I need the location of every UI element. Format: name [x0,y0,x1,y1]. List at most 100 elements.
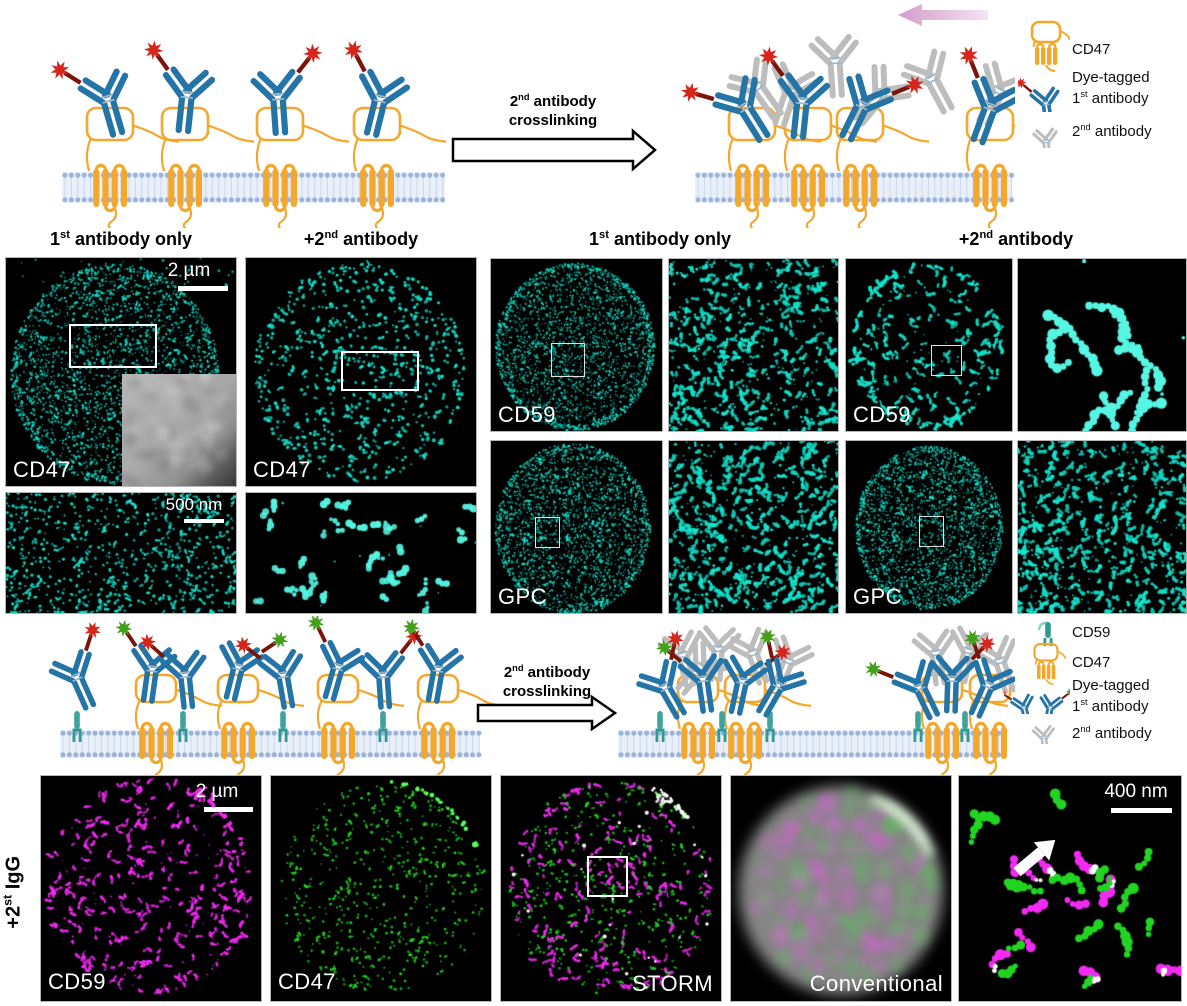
cd47-icon [1033,642,1067,685]
storm-merge-canvas [501,776,721,1001]
cd47-1st-zoom-canvas [6,493,236,613]
storm-image-gpc-2nd: GPC [845,440,1013,614]
dye-star-icon [234,636,252,654]
first-antibody-icon [929,635,996,714]
first-antibody-icon [756,628,807,718]
gpc-1st-canvas [491,441,662,613]
first-antibody-icon [636,630,687,720]
membrane-icon [60,730,482,758]
panel-label-cd59: CD59 [48,969,106,994]
first-antibody-icon [50,60,129,138]
cd47-protein-icon [160,106,255,228]
dye-star-icon [84,622,101,639]
cd47-2nd-canvas [246,258,476,486]
roi-box [341,351,419,391]
dye-star-icon [759,628,776,646]
legend-label-dye-line2: 1st antibody [1072,89,1149,107]
dye-star-icon [115,619,133,637]
cd59-protein-icon [378,711,388,742]
panel-label-cd47: CD47 [253,457,311,482]
header-2nd-antibody-right: +2nd antibody [958,229,1074,249]
first-antibody-icon [1018,77,1060,112]
cd47-protein-icon [352,106,447,228]
panel-label-conventional: Conventional [809,971,943,996]
row-label-2nd-igg: +2st IgG [0,855,25,929]
first-antibody-icon [358,627,423,710]
header-2nd-antibody-left: +2nd antibody [303,229,419,249]
schematic-top-cd47-crosslinking [50,4,1015,228]
scalebar [178,286,228,291]
dye-star-icon [303,43,323,64]
cd59-protein-icon [655,711,665,742]
cd47-protein-icon [723,673,812,776]
storm-image-cd47-1st-only: 2 µm CD47 [5,257,237,487]
dye-star-icon [271,631,289,649]
dye-star-icon [1018,77,1027,89]
first-antibody-icon [138,633,207,710]
dye-star-icon [905,75,924,94]
first-antibody-icon [402,618,464,704]
crosslink-label-top: 2nd antibody crosslinking [508,92,598,129]
cd59-protein-icon [72,711,82,742]
cd47-protein-icon [134,673,223,776]
second-antibody-legend-icon [1032,127,1058,148]
cd59-1st-canvas [491,259,662,431]
second-antibody-icon [1031,724,1055,744]
storm-image-cd59-1st-only: CD59 [490,258,663,432]
scalebar-label: 400 nm [1104,781,1168,802]
cd47-2nd-zoom-canvas [246,493,476,613]
dye-star-icon [402,618,420,636]
crosslinking-arrow-icon [476,694,618,732]
gpc-2nd-canvas [846,441,1012,613]
first-antibody-icon [722,643,792,716]
cd47-protein-icon [965,106,1015,228]
cd59-icon [1037,621,1053,646]
dye-star-icon [759,46,779,66]
white-arrow-icon [1013,839,1056,877]
first-antibody-icon [144,40,216,135]
cd47-protein-icon [835,106,930,228]
cd47-protein-icon [255,106,350,228]
dye-star-icon [978,635,996,653]
panel-label-gpc: GPC [853,584,902,609]
merge-zoom-canvas [959,776,1181,1001]
first-antibody-icon [839,73,924,143]
first-antibody-icon [343,40,411,138]
cd59-protein-icon [913,711,923,742]
legend-label-2nd: 2nd antibody [1072,724,1152,742]
first-antibody-icon [959,46,1015,146]
cd47-legend-icon [1033,642,1067,685]
legend-label-cd47: CD47 [1072,654,1111,671]
scalebar [1111,808,1172,813]
panel-label-cd59: CD59 [498,402,556,427]
roi-box [69,324,157,368]
cd47-legend-icon [1030,20,1070,72]
storm-merge-image: STORM [500,775,722,1002]
cd47-protein-icon [968,673,1015,776]
roi-box [587,856,628,897]
dye-star-icon [959,46,978,65]
cd47-protein-icon [783,106,878,228]
conventional-merge-image: Conventional [730,775,952,1002]
second-antibody-icon [1032,127,1058,148]
legend-label-dye-line2: 1st antibody [1072,697,1149,715]
first-antibody-icon [759,46,831,141]
dye-star-icon [681,82,700,102]
panel-label-cd47: CD47 [278,969,336,994]
cd47-protein-icon [316,673,405,776]
cd59-2nd-zoom-canvas [1018,259,1186,431]
dye-star-icon [774,643,792,661]
dye-star-icon [964,630,981,647]
cd59-protein-icon [178,711,188,742]
storm-zoom-gpc-2nd [1017,440,1187,614]
first-antibody-icon [1039,687,1070,714]
dye-star-icon [144,40,164,60]
legend-label-dye-line1: Dye-tagged [1072,677,1150,694]
schematic-bottom-cd59-cd47-crosslinking [48,616,1015,776]
second-antibody-icon [900,48,955,115]
storm-zoom-cd47-1st-only: 500 nm [5,492,237,614]
crosslink-label-bottom: 2nd antibody crosslinking [502,663,592,700]
crosslinking-arrow-icon [451,128,657,172]
cd59-igg-canvas [41,776,261,1001]
